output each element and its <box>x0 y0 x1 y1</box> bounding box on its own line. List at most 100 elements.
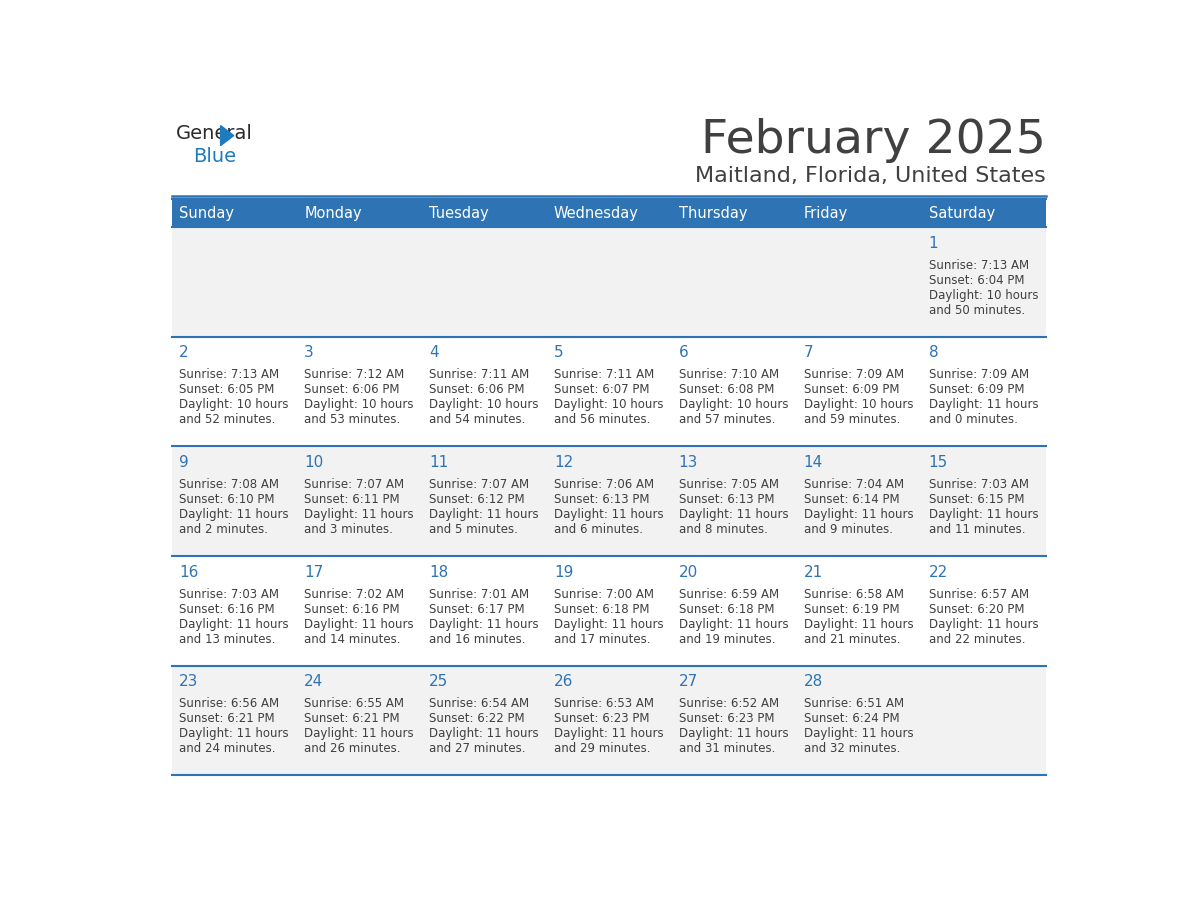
Text: Thursday: Thursday <box>678 206 747 221</box>
Text: 28: 28 <box>803 674 823 689</box>
Bar <box>921 227 1045 337</box>
Text: Daylight: 10 hours: Daylight: 10 hours <box>304 398 413 411</box>
Bar <box>172 199 297 227</box>
Bar <box>546 446 671 556</box>
Text: Daylight: 11 hours: Daylight: 11 hours <box>678 508 789 521</box>
Text: Sunrise: 7:07 AM: Sunrise: 7:07 AM <box>304 478 404 491</box>
Text: Sunset: 6:19 PM: Sunset: 6:19 PM <box>803 603 899 616</box>
Text: Sunset: 6:12 PM: Sunset: 6:12 PM <box>429 493 525 506</box>
Text: and 26 minutes.: and 26 minutes. <box>304 743 400 756</box>
Text: Sunrise: 6:58 AM: Sunrise: 6:58 AM <box>803 588 904 600</box>
Bar <box>671 446 796 556</box>
Bar <box>172 556 297 666</box>
Bar <box>546 666 671 776</box>
Text: Sunset: 6:11 PM: Sunset: 6:11 PM <box>304 493 399 506</box>
Text: General: General <box>176 124 253 143</box>
Text: 2: 2 <box>179 345 189 361</box>
Text: Daylight: 11 hours: Daylight: 11 hours <box>678 727 789 741</box>
Text: 14: 14 <box>803 455 823 470</box>
Text: February 2025: February 2025 <box>701 118 1045 162</box>
Bar <box>297 446 422 556</box>
Bar <box>546 556 671 666</box>
Text: Daylight: 10 hours: Daylight: 10 hours <box>179 398 289 411</box>
Text: Sunset: 6:23 PM: Sunset: 6:23 PM <box>554 712 650 725</box>
Bar <box>796 337 921 446</box>
Text: Daylight: 11 hours: Daylight: 11 hours <box>929 508 1038 521</box>
Text: Sunset: 6:23 PM: Sunset: 6:23 PM <box>678 712 775 725</box>
Text: Daylight: 10 hours: Daylight: 10 hours <box>678 398 789 411</box>
Text: Sunset: 6:07 PM: Sunset: 6:07 PM <box>554 384 650 397</box>
Text: Sunrise: 7:09 AM: Sunrise: 7:09 AM <box>929 368 1029 381</box>
Text: Sunset: 6:09 PM: Sunset: 6:09 PM <box>803 384 899 397</box>
Text: Daylight: 11 hours: Daylight: 11 hours <box>554 618 664 631</box>
Text: Sunrise: 7:03 AM: Sunrise: 7:03 AM <box>929 478 1029 491</box>
Text: 3: 3 <box>304 345 314 361</box>
Bar <box>422 199 546 227</box>
Text: Friday: Friday <box>803 206 848 221</box>
Text: and 8 minutes.: and 8 minutes. <box>678 523 767 536</box>
Bar <box>796 446 921 556</box>
Text: and 5 minutes.: and 5 minutes. <box>429 523 518 536</box>
Text: Sunrise: 7:02 AM: Sunrise: 7:02 AM <box>304 588 404 600</box>
Text: 19: 19 <box>554 565 574 579</box>
Text: Sunrise: 6:52 AM: Sunrise: 6:52 AM <box>678 698 779 711</box>
Bar <box>297 337 422 446</box>
Text: Sunrise: 7:08 AM: Sunrise: 7:08 AM <box>179 478 279 491</box>
Text: Sunrise: 7:07 AM: Sunrise: 7:07 AM <box>429 478 529 491</box>
Text: Sunrise: 7:11 AM: Sunrise: 7:11 AM <box>554 368 655 381</box>
Text: 16: 16 <box>179 565 198 579</box>
Text: Sunrise: 7:01 AM: Sunrise: 7:01 AM <box>429 588 529 600</box>
Text: Daylight: 11 hours: Daylight: 11 hours <box>304 508 413 521</box>
Text: and 32 minutes.: and 32 minutes. <box>803 743 901 756</box>
Text: Sunrise: 7:13 AM: Sunrise: 7:13 AM <box>929 259 1029 272</box>
Text: Daylight: 10 hours: Daylight: 10 hours <box>554 398 663 411</box>
Text: Sunday: Sunday <box>179 206 234 221</box>
Bar <box>172 446 297 556</box>
Text: and 59 minutes.: and 59 minutes. <box>803 413 901 427</box>
Text: Daylight: 11 hours: Daylight: 11 hours <box>678 618 789 631</box>
Text: Daylight: 10 hours: Daylight: 10 hours <box>429 398 538 411</box>
Text: 15: 15 <box>929 455 948 470</box>
Text: Sunset: 6:20 PM: Sunset: 6:20 PM <box>929 603 1024 616</box>
Text: 11: 11 <box>429 455 448 470</box>
Text: Blue: Blue <box>192 147 235 166</box>
Text: and 27 minutes.: and 27 minutes. <box>429 743 525 756</box>
Text: and 19 minutes.: and 19 minutes. <box>678 633 776 645</box>
Bar <box>297 556 422 666</box>
Bar <box>546 199 671 227</box>
Text: 9: 9 <box>179 455 189 470</box>
Text: and 13 minutes.: and 13 minutes. <box>179 633 276 645</box>
Text: and 53 minutes.: and 53 minutes. <box>304 413 400 427</box>
Bar <box>921 337 1045 446</box>
Text: Sunset: 6:06 PM: Sunset: 6:06 PM <box>304 384 399 397</box>
Text: Sunset: 6:14 PM: Sunset: 6:14 PM <box>803 493 899 506</box>
Bar <box>921 666 1045 776</box>
Text: Monday: Monday <box>304 206 362 221</box>
Bar <box>921 199 1045 227</box>
Polygon shape <box>221 126 234 146</box>
Bar <box>172 227 297 337</box>
Text: and 6 minutes.: and 6 minutes. <box>554 523 643 536</box>
Text: 18: 18 <box>429 565 448 579</box>
Text: Sunrise: 7:09 AM: Sunrise: 7:09 AM <box>803 368 904 381</box>
Text: Sunset: 6:18 PM: Sunset: 6:18 PM <box>554 603 650 616</box>
Text: Saturday: Saturday <box>929 206 994 221</box>
Text: Sunrise: 7:05 AM: Sunrise: 7:05 AM <box>678 478 779 491</box>
Text: and 54 minutes.: and 54 minutes. <box>429 413 525 427</box>
Text: Sunset: 6:09 PM: Sunset: 6:09 PM <box>929 384 1024 397</box>
Text: Sunset: 6:16 PM: Sunset: 6:16 PM <box>304 603 399 616</box>
Text: Tuesday: Tuesday <box>429 206 488 221</box>
Text: and 50 minutes.: and 50 minutes. <box>929 304 1025 317</box>
Text: 10: 10 <box>304 455 323 470</box>
Text: Daylight: 11 hours: Daylight: 11 hours <box>304 618 413 631</box>
Bar <box>671 227 796 337</box>
Text: Maitland, Florida, United States: Maitland, Florida, United States <box>695 165 1045 185</box>
Text: 1: 1 <box>929 236 939 251</box>
Text: Sunrise: 6:55 AM: Sunrise: 6:55 AM <box>304 698 404 711</box>
Text: Sunset: 6:06 PM: Sunset: 6:06 PM <box>429 384 525 397</box>
Text: Sunset: 6:17 PM: Sunset: 6:17 PM <box>429 603 525 616</box>
Text: Sunset: 6:21 PM: Sunset: 6:21 PM <box>304 712 399 725</box>
Text: Sunset: 6:08 PM: Sunset: 6:08 PM <box>678 384 775 397</box>
Text: Daylight: 11 hours: Daylight: 11 hours <box>803 508 914 521</box>
Text: and 56 minutes.: and 56 minutes. <box>554 413 650 427</box>
